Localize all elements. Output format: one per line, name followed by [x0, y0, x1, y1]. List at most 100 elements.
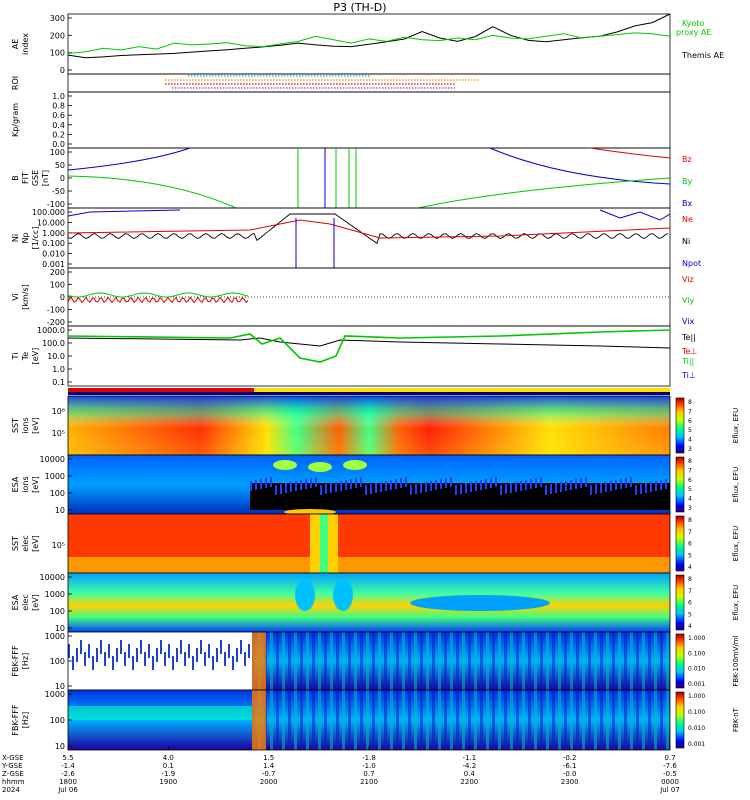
y-axis-label: [nT] [41, 170, 50, 186]
fbk-stripe [606, 690, 609, 750]
fbk-stripe [648, 632, 651, 690]
y-axis-label: SST [11, 418, 20, 433]
fbk-stripe [492, 690, 495, 750]
fbk-stripe [336, 690, 339, 750]
fbk-noise [68, 644, 70, 658]
legend-entry: Bx [682, 199, 692, 208]
figure-title: P3 (TH-D) [333, 1, 386, 14]
fbk-stripe [270, 632, 273, 690]
fbk-stripe [378, 632, 381, 690]
fbk-stripe [402, 632, 405, 690]
sst-elec-band [320, 514, 328, 573]
esa-ions-noise [560, 482, 562, 492]
fbk-noise [208, 644, 210, 658]
y-tick-label: 10⁵ [52, 429, 65, 438]
esa-ions-noise [420, 483, 422, 493]
esa-ions-noise [575, 479, 577, 489]
x-tick-label: -0.5 [663, 770, 677, 778]
fbk-stripe [444, 632, 447, 690]
x-tick-label: -1.0 [362, 762, 376, 770]
fbk-noise [188, 644, 190, 658]
y-tick-label: 0.8 [52, 102, 65, 111]
fbk-stripe [570, 632, 573, 690]
fbk-noise [184, 652, 186, 666]
y-tick-label: -100 [47, 306, 65, 315]
fbk-noise [172, 656, 174, 670]
colorbar-label: Eflux, EFU [732, 408, 740, 443]
esa-ions-noise [270, 477, 272, 487]
y-axis-label: SST [11, 536, 20, 551]
fbk-stripe [666, 632, 669, 690]
x-tick-label: -7.6 [663, 762, 677, 770]
fbk-noise [112, 656, 114, 670]
fbk-stripe [558, 690, 561, 750]
y-tick-label: 1.0 [52, 92, 65, 101]
esa-ions-noise [535, 478, 537, 488]
colorbar-tick-label: 1.000 [688, 693, 705, 700]
sst-ions-colorbar [675, 397, 685, 454]
colorbar-tick-label: 4 [688, 437, 692, 444]
bz-line [589, 147, 671, 159]
y-tick-label: 1000.0 [37, 326, 65, 335]
fbk-stripe [408, 690, 411, 750]
fbk-stripe [636, 632, 639, 690]
colorbar-tick-label: 0.001 [688, 741, 705, 748]
fbk-stripe [282, 690, 285, 750]
fbk-stripe [600, 632, 603, 690]
legend-entry: Viy [682, 296, 695, 305]
fbk-stripe [606, 632, 609, 690]
fbk-stripe [300, 632, 303, 690]
colorbar-tick-label: 6 [688, 418, 692, 425]
fbk-stripe [576, 632, 579, 690]
ni-line [67, 213, 669, 245]
y-tick-label: 10 [55, 506, 65, 515]
fbk-stripe [654, 632, 657, 690]
esa-ions-noise [515, 482, 517, 492]
y-axis-label: [Hz] [21, 712, 30, 728]
fbk-stripe [270, 690, 273, 750]
y-tick-label: 100.0 [42, 339, 65, 348]
legend-entry: Kyoto [682, 19, 704, 28]
fbk-noise [248, 644, 250, 658]
y-tick-label: 1000 [45, 472, 65, 481]
legend-entry: Vix [682, 317, 695, 326]
esa-ions-noise [250, 481, 252, 491]
esa-ions-noise [335, 482, 337, 492]
sst-elec-band [68, 557, 670, 573]
esa-elec-spectrogram [68, 573, 670, 632]
colorbar-tick-label: 1.000 [688, 635, 705, 642]
x-tick-label: 1900 [159, 778, 177, 786]
fbk-stripe [582, 632, 585, 690]
fbk-noise [180, 640, 182, 654]
x-tick-label: -1.8 [362, 754, 376, 762]
x-tick-label: -0.2 [563, 754, 577, 762]
fbk-stripe [612, 632, 615, 690]
fbk-stripe [564, 690, 567, 750]
y-tick-label: 100 [50, 607, 65, 616]
colorbar-tick-label: 8 [688, 458, 692, 465]
y-tick-label: 10⁶ [52, 407, 65, 416]
esa-ions-noise [390, 480, 392, 490]
esa-ions-noise [520, 481, 522, 491]
esa-ions-noise [365, 485, 367, 495]
fbk-stripe [384, 690, 387, 750]
colorbar-tick-label: 3 [688, 446, 692, 453]
fbk-stripe [546, 632, 549, 690]
esa-ions-noise [345, 480, 347, 490]
esa-ions-noise [530, 479, 532, 489]
colorbar-tick-label: 0.010 [688, 725, 705, 732]
esa-ions-noise [635, 485, 637, 495]
esa-ions-noise [610, 481, 612, 491]
fbk-noise [116, 648, 118, 662]
fbk-stripe [582, 690, 585, 750]
colorbar-tick-label: 5 [688, 552, 692, 559]
fbk-noise [132, 656, 134, 670]
esa-ions-noise [350, 479, 352, 489]
fbk-stripe [318, 632, 321, 690]
fbk-stripe [396, 632, 399, 690]
fbk-stripe [324, 632, 327, 690]
y-tick-label: 200 [50, 268, 65, 277]
x-tick-label: -6.1 [563, 762, 577, 770]
fbk-stripe [288, 632, 291, 690]
